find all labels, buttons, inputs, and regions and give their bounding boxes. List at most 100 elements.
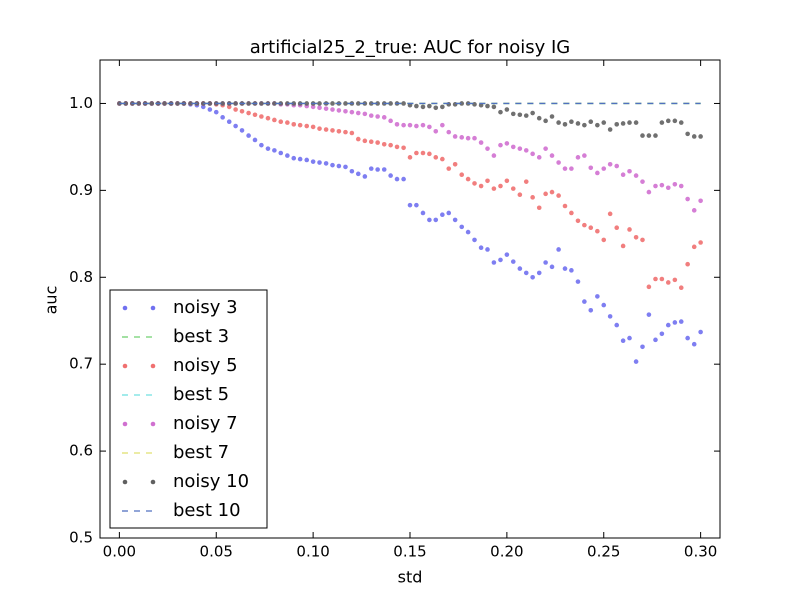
y-tick-label: 0.8 <box>69 268 93 286</box>
y-axis-label: auc <box>42 286 61 315</box>
data-point <box>330 162 335 168</box>
data-point <box>330 107 335 112</box>
data-point <box>530 151 535 157</box>
data-point <box>317 105 322 111</box>
data-point <box>343 108 348 114</box>
data-point <box>246 133 251 138</box>
data-point <box>640 179 645 184</box>
data-point <box>362 111 368 117</box>
data-point <box>510 111 516 117</box>
data-point <box>407 122 413 128</box>
data-point <box>407 202 413 208</box>
data-point <box>336 128 342 134</box>
data-point <box>691 134 697 139</box>
data-point <box>633 120 639 125</box>
y-tick-label: 0.5 <box>69 529 93 547</box>
data-point <box>672 277 678 283</box>
data-point <box>646 284 652 290</box>
data-point <box>394 144 400 150</box>
data-point <box>446 166 452 171</box>
data-point <box>523 113 529 118</box>
x-tick-label: 0.15 <box>393 543 426 561</box>
legend-swatch <box>150 305 156 311</box>
data-point <box>407 155 413 160</box>
data-point <box>291 122 297 127</box>
data-point <box>440 104 445 110</box>
data-point <box>375 167 380 172</box>
data-point <box>678 120 684 125</box>
data-point <box>188 101 193 106</box>
data-point <box>272 101 277 106</box>
data-point <box>265 146 271 151</box>
legend-swatch <box>150 363 156 369</box>
data-point <box>678 319 684 324</box>
data-point <box>233 107 238 112</box>
data-point <box>401 176 406 182</box>
data-point <box>414 150 419 156</box>
data-point <box>672 118 678 124</box>
data-point <box>440 122 445 128</box>
data-point <box>504 107 510 112</box>
data-point <box>659 182 665 188</box>
data-point <box>452 134 458 139</box>
data-point <box>465 229 471 235</box>
legend-swatch <box>122 363 128 369</box>
data-point <box>562 166 568 171</box>
data-point <box>640 133 645 138</box>
data-point <box>355 136 361 142</box>
data-point <box>569 210 574 216</box>
data-point <box>381 115 387 120</box>
data-point <box>504 178 510 184</box>
data-point <box>510 144 516 150</box>
data-point <box>698 329 703 335</box>
data-point <box>381 167 387 172</box>
data-point <box>272 117 277 123</box>
data-point <box>220 101 225 106</box>
data-point <box>620 338 626 344</box>
data-point <box>472 181 477 186</box>
data-point <box>588 165 594 171</box>
data-point <box>368 166 374 171</box>
data-point <box>136 101 142 106</box>
data-point <box>582 299 587 304</box>
data-point <box>640 237 645 243</box>
data-point <box>123 101 129 106</box>
data-point <box>278 119 284 125</box>
data-point <box>685 131 690 137</box>
data-point <box>691 244 697 250</box>
data-point <box>614 322 620 328</box>
data-point <box>433 128 439 134</box>
data-point <box>640 344 645 350</box>
data-point <box>523 270 529 276</box>
data-point <box>440 156 445 162</box>
data-point <box>582 222 587 228</box>
data-point <box>633 234 639 240</box>
data-point <box>297 156 303 162</box>
data-point <box>620 172 626 178</box>
data-point <box>517 266 523 271</box>
data-point <box>582 122 587 128</box>
data-point <box>414 103 419 109</box>
legend-label: noisy 10 <box>173 471 249 492</box>
data-point <box>672 320 678 325</box>
data-point <box>401 122 406 128</box>
data-point <box>381 142 387 147</box>
data-point <box>665 280 671 285</box>
data-point <box>472 135 477 141</box>
data-point <box>149 101 155 106</box>
data-point <box>510 186 516 191</box>
data-point <box>297 122 303 128</box>
data-point <box>685 196 690 202</box>
data-point <box>491 104 497 110</box>
data-point <box>523 179 529 184</box>
data-point <box>285 101 290 106</box>
data-point <box>401 101 406 106</box>
data-point <box>543 260 548 265</box>
legend-swatch <box>150 479 156 485</box>
data-point <box>246 101 251 106</box>
data-point <box>285 153 290 158</box>
data-point <box>420 210 426 216</box>
data-point <box>465 135 471 141</box>
data-point <box>536 115 542 121</box>
